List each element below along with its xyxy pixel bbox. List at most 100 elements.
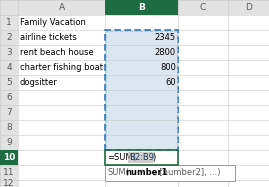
Bar <box>228 15 269 30</box>
Bar <box>178 75 228 90</box>
Bar <box>105 0 178 15</box>
Bar <box>105 45 178 60</box>
Bar <box>228 60 269 75</box>
Bar <box>105 165 178 180</box>
Bar <box>0 75 18 90</box>
Bar <box>0 0 18 15</box>
Text: 1: 1 <box>6 18 12 27</box>
Bar <box>0 120 18 135</box>
Bar <box>228 75 269 90</box>
Bar <box>105 90 178 105</box>
Bar <box>18 150 105 165</box>
Bar <box>105 120 178 135</box>
Bar <box>105 30 178 45</box>
Text: , [number2], ...): , [number2], ...) <box>154 168 221 177</box>
Bar <box>228 120 269 135</box>
Bar <box>105 75 178 90</box>
Bar <box>178 60 228 75</box>
Text: Family Vacation: Family Vacation <box>20 18 86 27</box>
Bar <box>18 180 105 187</box>
Bar <box>105 15 178 30</box>
Bar <box>18 15 105 30</box>
Bar <box>178 180 228 187</box>
Bar <box>0 150 18 165</box>
Bar <box>228 45 269 60</box>
Bar <box>18 45 105 60</box>
Bar <box>18 165 105 180</box>
Bar <box>178 135 228 150</box>
Bar <box>178 15 228 30</box>
Text: 2345: 2345 <box>155 33 176 42</box>
Text: 11: 11 <box>3 168 15 177</box>
Bar <box>178 120 228 135</box>
Bar <box>0 45 18 60</box>
Text: 60: 60 <box>165 78 176 87</box>
Text: =SUM(: =SUM( <box>107 153 136 162</box>
Bar <box>0 30 18 45</box>
Text: 6: 6 <box>6 93 12 102</box>
Bar <box>105 180 178 187</box>
Bar <box>178 105 228 120</box>
Bar <box>228 135 269 150</box>
Bar <box>228 180 269 187</box>
Bar <box>0 165 18 180</box>
Bar <box>228 150 269 165</box>
Text: dogsitter: dogsitter <box>20 78 58 87</box>
Text: 9: 9 <box>6 138 12 147</box>
Bar <box>105 150 178 165</box>
Bar <box>18 120 105 135</box>
Text: number1: number1 <box>125 168 168 177</box>
Bar <box>178 90 228 105</box>
Bar <box>105 150 178 165</box>
Bar <box>18 90 105 105</box>
Bar <box>105 0 178 15</box>
Text: 3: 3 <box>6 48 12 57</box>
Text: 5: 5 <box>6 78 12 87</box>
Text: 2800: 2800 <box>155 48 176 57</box>
Text: 4: 4 <box>6 63 12 72</box>
Bar <box>18 135 105 150</box>
Text: ): ) <box>152 153 155 162</box>
Text: charter fishing boat: charter fishing boat <box>20 63 103 72</box>
Text: 12: 12 <box>3 179 15 187</box>
Bar <box>105 150 178 165</box>
Bar <box>0 15 18 30</box>
Bar <box>0 150 18 165</box>
Bar <box>105 135 178 150</box>
Bar <box>228 0 269 15</box>
Bar <box>178 45 228 60</box>
Text: 800: 800 <box>160 63 176 72</box>
Bar <box>228 30 269 45</box>
Bar <box>18 0 105 15</box>
Bar <box>178 30 228 45</box>
Bar <box>105 165 235 181</box>
Text: airline tickets: airline tickets <box>20 33 77 42</box>
Bar <box>178 150 228 165</box>
Bar <box>18 60 105 75</box>
Text: B2:B9: B2:B9 <box>129 153 154 162</box>
Bar <box>105 75 178 90</box>
Bar <box>105 105 178 120</box>
Bar <box>228 90 269 105</box>
Text: rent beach house: rent beach house <box>20 48 94 57</box>
Bar <box>105 135 178 150</box>
Bar <box>105 30 178 150</box>
Text: SUM(: SUM( <box>108 168 130 177</box>
Bar <box>18 75 105 90</box>
Bar <box>105 105 178 120</box>
Bar <box>105 120 178 135</box>
Text: 10: 10 <box>3 153 15 162</box>
Text: D: D <box>245 3 252 12</box>
Text: C: C <box>200 3 206 12</box>
Text: 2: 2 <box>6 33 12 42</box>
Bar <box>105 45 178 60</box>
Bar <box>105 90 178 105</box>
Bar <box>0 60 18 75</box>
Bar <box>0 180 18 187</box>
Bar <box>178 0 228 15</box>
Text: A: A <box>58 3 65 12</box>
Bar <box>228 105 269 120</box>
Bar <box>228 165 269 180</box>
Text: B: B <box>138 3 145 12</box>
Bar <box>0 90 18 105</box>
